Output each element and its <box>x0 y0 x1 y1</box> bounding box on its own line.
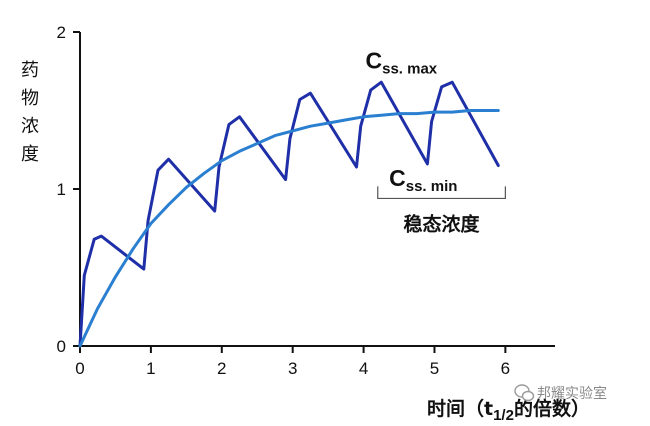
y-tick-label: 1 <box>57 180 66 199</box>
x-tick-label: 2 <box>217 359 226 378</box>
watermark-text: 邦耀实验室 <box>537 385 607 402</box>
x-tick-label: 4 <box>359 359 368 378</box>
y-tick-label: 0 <box>57 337 66 356</box>
x-axis-label: 时间（t1/2的倍数） <box>427 397 590 424</box>
css-min-label: Css. min <box>389 165 457 195</box>
x-tick-label: 3 <box>288 359 297 378</box>
y-ticks: 0 1 2 <box>57 23 80 356</box>
series-layer <box>78 80 500 348</box>
x-tick-label: 1 <box>146 359 155 378</box>
series-line-dosing <box>78 80 500 348</box>
x-axis-label-subscript: 1/2 <box>493 407 514 424</box>
css-min-subscript: ss. min <box>406 178 458 195</box>
x-axis-label-suffix: 的倍数） <box>514 397 590 420</box>
axes: 0 1 2 3 4 5 6 0 1 2 <box>57 23 555 378</box>
x-tick-label: 0 <box>75 359 84 378</box>
wechat-icon <box>514 384 535 402</box>
steady-state-label: 稳态浓度 <box>404 212 481 235</box>
css-max-main: C <box>365 47 382 73</box>
series-line-accumulation <box>78 109 500 348</box>
y-axis-label-text: 药物浓度 <box>21 60 39 165</box>
css-max-subscript: ss. max <box>382 60 438 77</box>
css-min-main: C <box>389 165 406 191</box>
y-tick-label: 2 <box>57 23 66 42</box>
steady-state-bracket <box>377 186 506 200</box>
css-max-label: Css. max <box>365 47 437 77</box>
watermark: 邦耀实验室 <box>514 384 607 402</box>
y-axis-label: 药物浓度 <box>21 60 39 165</box>
x-axis-label-prefix: 时间（t <box>427 397 493 420</box>
x-tick-label: 6 <box>501 359 510 378</box>
x-tick-label: 5 <box>430 359 439 378</box>
x-ticks: 0 1 2 3 4 5 6 <box>75 346 510 378</box>
